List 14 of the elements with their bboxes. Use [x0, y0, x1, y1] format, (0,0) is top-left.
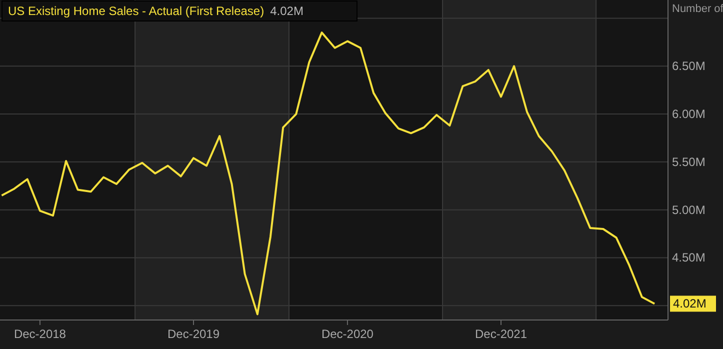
y-tick-label: 4.50M [672, 250, 706, 265]
text: US Existing Home Sales - Actual (First Release) [8, 4, 264, 18]
y-tick-label: 6.00M [672, 107, 706, 122]
x-tick-label: Dec-2020 [321, 327, 374, 341]
y-tick-label: 6.50M [672, 59, 706, 74]
y-tick-label: 5.00M [672, 202, 706, 217]
line-series [0, 32, 656, 316]
y-axis-title: Number of [672, 3, 723, 15]
x-tick-label: Dec-2021 [474, 327, 528, 341]
text: 4.02M [270, 4, 304, 18]
y-tick-label: 5.50M [672, 154, 706, 169]
x-tick-label: Dec-2019 [167, 327, 220, 341]
x-tick-label: Dec-2018 [14, 327, 66, 341]
data-label: 4.02M [673, 296, 706, 311]
